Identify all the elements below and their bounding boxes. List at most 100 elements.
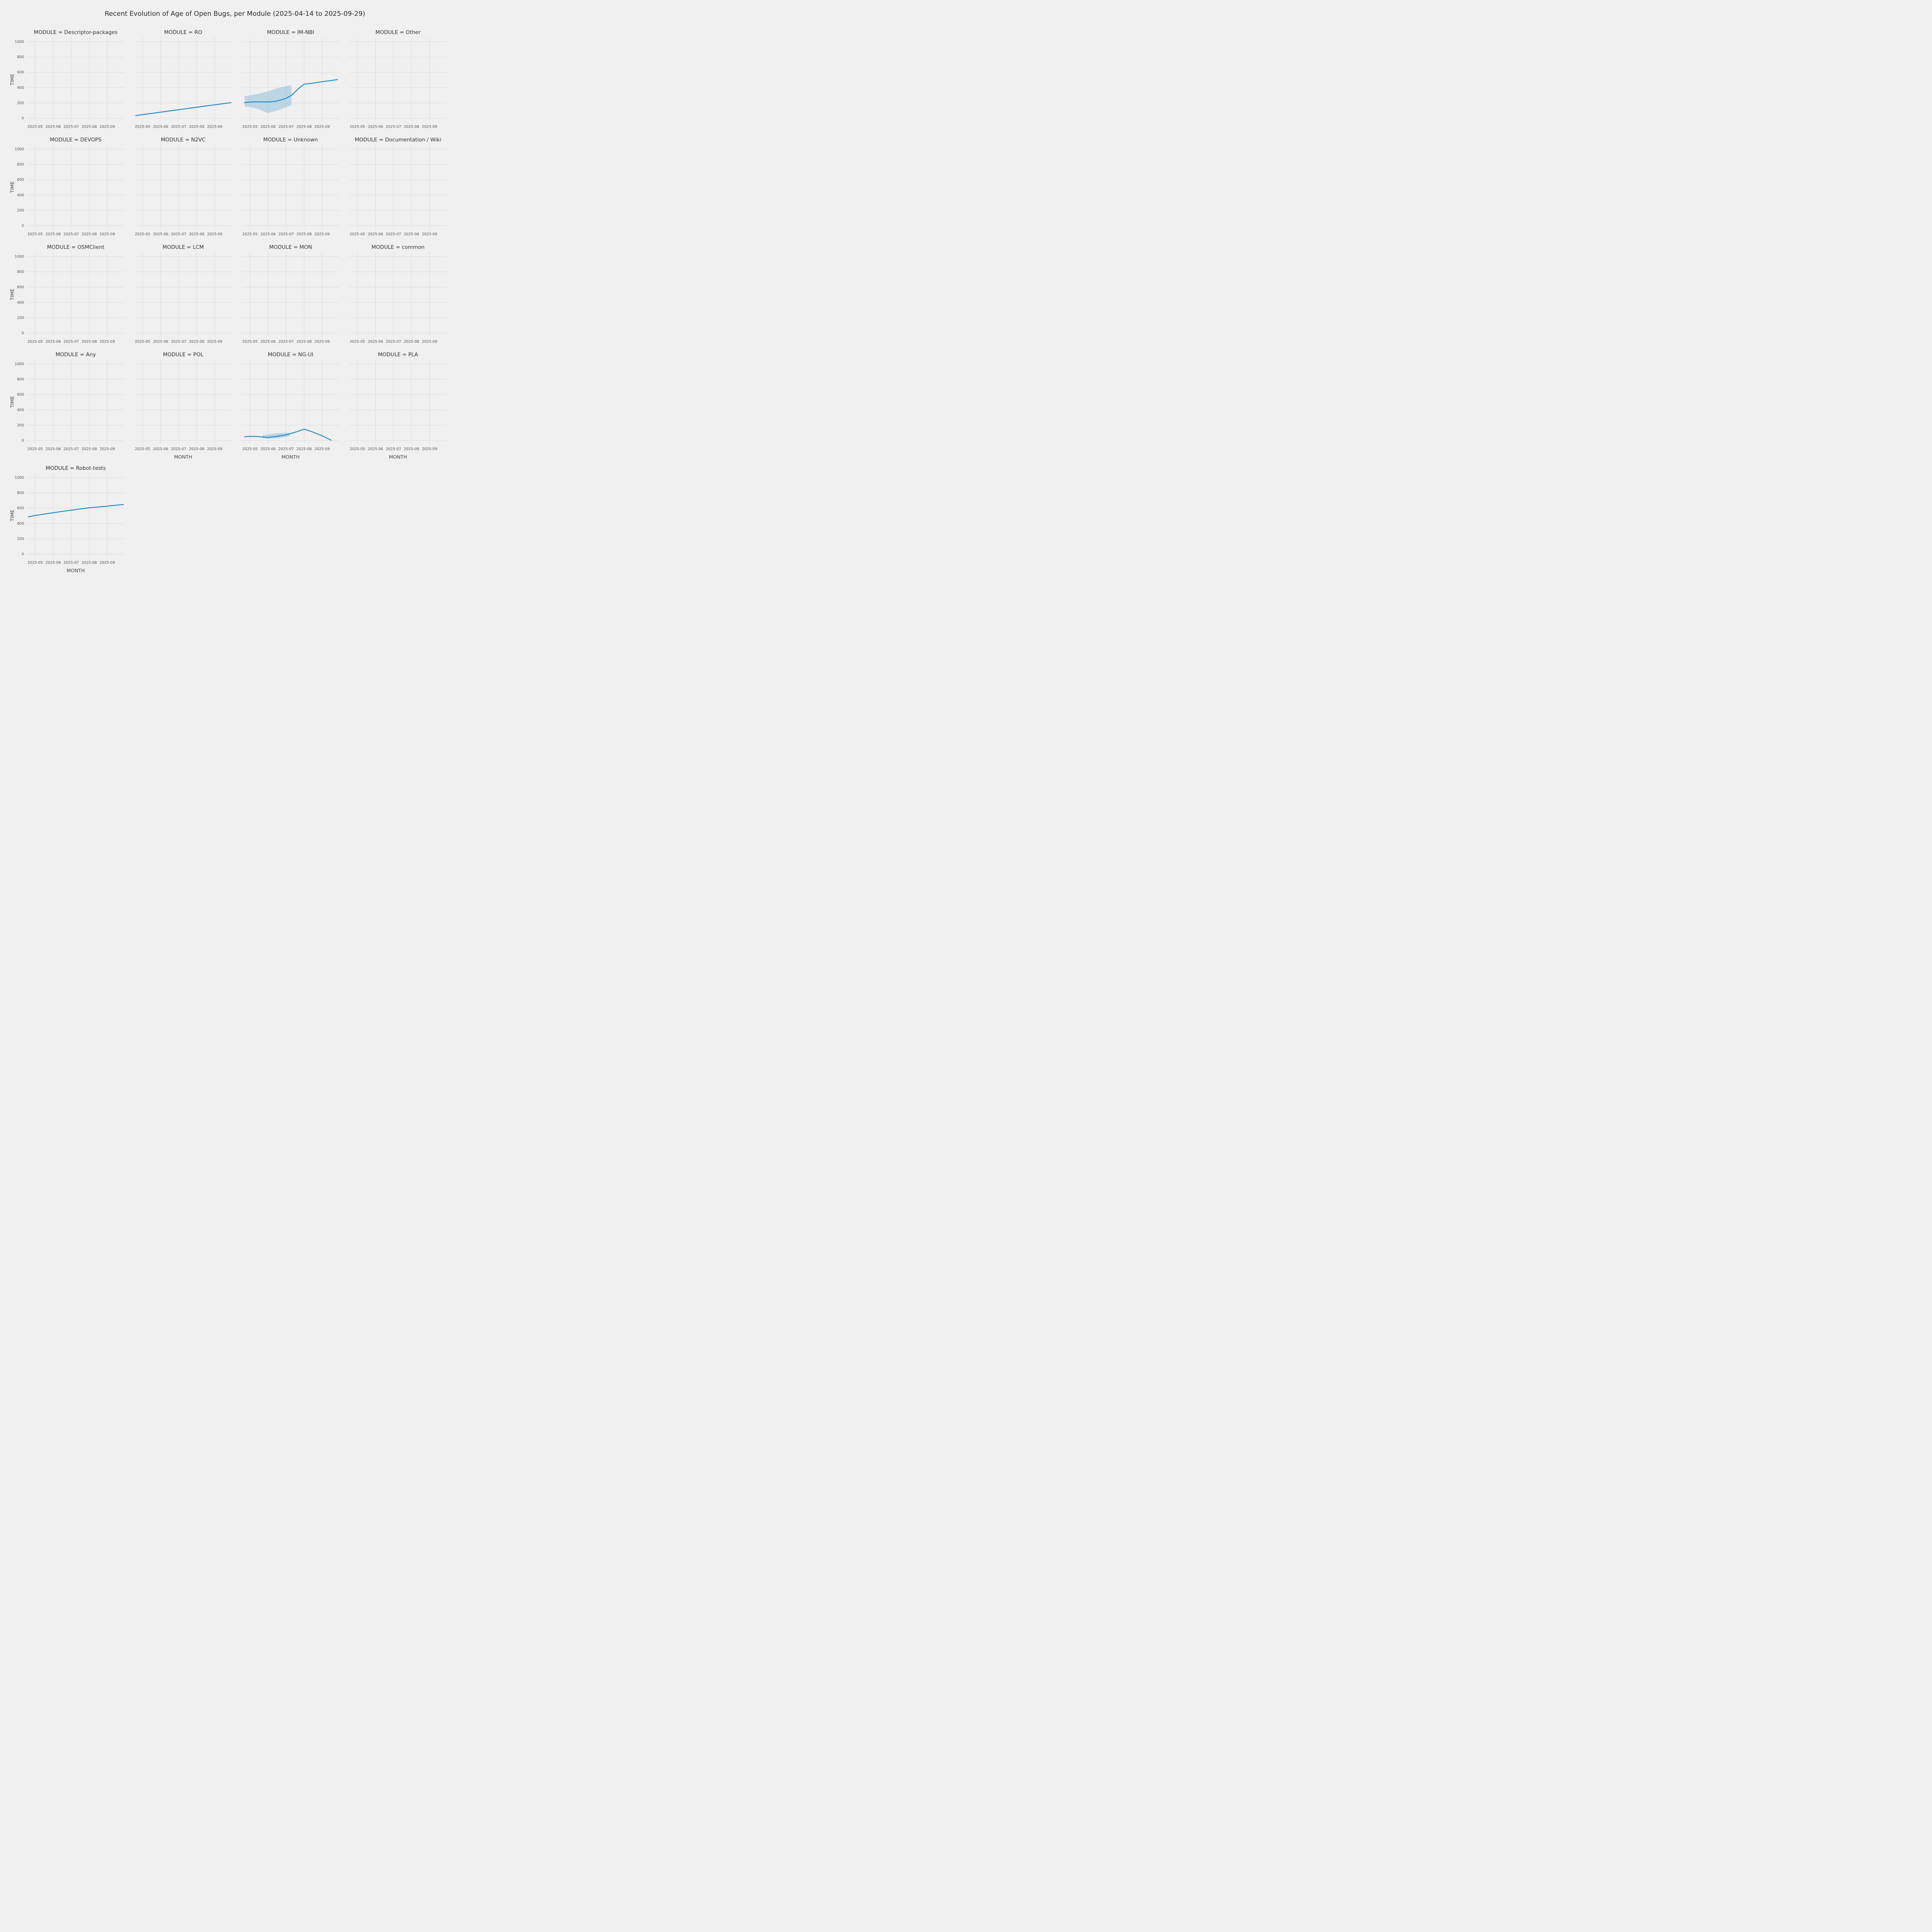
y-tick-label: 200 <box>17 537 24 541</box>
x-tick-label: 2025-07 <box>386 125 401 129</box>
x-tick-label: 2025-09 <box>100 340 115 344</box>
x-tick-label: 2025-08 <box>404 340 419 344</box>
x-tick-label: 2025-05 <box>350 340 365 344</box>
facet-panel: MODULE = Any 2025-05 2025-06 2025-07 2025-08… <box>9 352 124 454</box>
x-axis-label: MONTH <box>389 454 407 460</box>
x-tick-label: 2025-06 <box>46 125 61 129</box>
facet-plot: 2025-05 2025-06 2025-07 2025-08 2025-09 0 200 4… <box>9 145 124 236</box>
facet-panel: MODULE = Unknown 2025-05 2025-06 2025-07 202… <box>242 137 339 239</box>
x-tick-label: 2025-09 <box>315 125 330 129</box>
x-tick-label: 2025-06 <box>46 561 61 565</box>
y-tick-label: 600 <box>17 393 24 397</box>
x-tick-label: 2025-06 <box>153 340 168 344</box>
x-tick-label: 2025-06 <box>153 125 168 129</box>
y-tick-label: 800 <box>17 55 24 60</box>
facet-title: MODULE = IM-NBI <box>267 29 315 36</box>
trend-line <box>244 79 338 103</box>
x-tick-label: 2025-09 <box>100 232 115 236</box>
x-tick-label: 2025-08 <box>82 447 97 451</box>
facet-plot: 2025-05 2025-06 2025-07 2025-08 2025-09 <box>134 252 232 344</box>
y-tick-label: 1000 <box>15 40 24 44</box>
facet-title: MODULE = NG-UI <box>268 352 313 358</box>
y-tick-label: 0 <box>22 116 24 121</box>
y-tick-label: 0 <box>22 224 24 228</box>
x-tick-label: 2025-05 <box>27 340 43 344</box>
facet-plot: 2025-05 2025-06 2025-07 2025-08 2025-09 <box>134 145 232 236</box>
facet-panel: MODULE = NG-UI 2025-05 2025-06 2025-07 2025-… <box>242 352 339 460</box>
x-axis-label: MONTH <box>281 454 300 460</box>
y-tick-label: 400 <box>17 408 24 412</box>
x-tick-label: 2025-09 <box>422 232 437 236</box>
facet-title: MODULE = Any <box>55 352 96 358</box>
facet-title: MODULE = MON <box>269 244 312 250</box>
facet-plot: 2025-05 2025-06 2025-07 2025-08 2025-09 <box>349 252 447 344</box>
x-tick-label: 2025-07 <box>63 232 79 236</box>
y-tick-label: 800 <box>17 163 24 167</box>
facet-plot: 2025-05 2025-06 2025-07 2025-08 2025-09 0 200 4… <box>9 252 124 344</box>
y-tick-label: 600 <box>17 70 24 75</box>
x-tick-label: 2025-07 <box>171 447 186 451</box>
facet-plot: 2025-05 2025-06 2025-07 2025-08 2025-09 <box>134 359 232 451</box>
y-axis-label: TIME <box>9 396 15 408</box>
facet-plot: 2025-05 2025-06 2025-07 2025-08 2025-09 <box>242 145 339 236</box>
confidence-band <box>245 85 292 113</box>
y-tick-label: 0 <box>22 331 24 335</box>
y-tick-label: 1000 <box>15 476 24 480</box>
y-tick-label: 400 <box>17 193 24 197</box>
x-tick-label: 2025-08 <box>82 340 97 344</box>
x-tick-label: 2025-08 <box>189 232 204 236</box>
facet-title: MODULE = Descriptor-packages <box>34 29 118 36</box>
facet-title: MODULE = common <box>371 244 425 250</box>
y-tick-label: 0 <box>22 552 24 556</box>
y-tick-label: 800 <box>17 491 24 495</box>
facet-plot: 2025-05 2025-06 2025-07 2025-08 2025-09 0 200 4… <box>9 359 124 451</box>
facet-title: MODULE = DEVOPS <box>50 137 102 143</box>
x-tick-label: 2025-06 <box>153 232 168 236</box>
x-tick-label: 2025-09 <box>207 232 223 236</box>
facet-title: MODULE = Other <box>375 29 421 36</box>
facet-title: MODULE = PLA <box>378 352 418 358</box>
facet-title: MODULE = OSMClient <box>47 244 105 250</box>
facet-plot: 2025-05 2025-06 2025-07 2025-08 2025-09 <box>349 359 447 451</box>
y-tick-label: 1000 <box>15 255 24 259</box>
y-tick-label: 800 <box>17 270 24 274</box>
x-tick-label: 2025-07 <box>278 340 294 344</box>
x-tick-label: 2025-09 <box>315 447 330 451</box>
x-tick-label: 2025-05 <box>27 232 43 236</box>
facet-panel: MODULE = RO 2025-05 2025-06 2025-07 2025-08 2… <box>134 29 232 131</box>
y-axis-label: TIME <box>9 181 15 193</box>
x-tick-label: 2025-05 <box>27 561 43 565</box>
x-tick-label: 2025-07 <box>386 447 401 451</box>
facet-plot: 2025-05 2025-06 2025-07 2025-08 2025-09 <box>349 37 447 129</box>
x-tick-label: 2025-05 <box>350 232 365 236</box>
x-tick-label: 2025-06 <box>260 340 276 344</box>
x-tick-label: 2025-09 <box>315 340 330 344</box>
facet-panel: MODULE = POL 2025-05 2025-06 2025-07 2025-08… <box>134 352 232 460</box>
facet-panel: MODULE = Descriptor-packages 2025-05 2025-… <box>9 29 124 131</box>
x-tick-label: 2025-08 <box>404 125 419 129</box>
x-tick-label: 2025-08 <box>82 125 97 129</box>
x-tick-label: 2025-08 <box>189 125 204 129</box>
x-tick-label: 2025-05 <box>135 447 150 451</box>
x-tick-label: 2025-05 <box>27 125 43 129</box>
facet-title: MODULE = Documentation / Wiki <box>354 137 442 143</box>
y-tick-label: 200 <box>17 423 24 427</box>
x-tick-label: 2025-08 <box>404 447 419 451</box>
x-tick-label: 2025-09 <box>207 340 223 344</box>
x-tick-label: 2025-08 <box>296 447 312 451</box>
x-tick-label: 2025-07 <box>278 232 294 236</box>
x-axis-label: MONTH <box>66 568 85 573</box>
y-tick-label: 400 <box>17 86 24 90</box>
x-tick-label: 2025-08 <box>296 340 312 344</box>
x-tick-label: 2025-05 <box>135 340 150 344</box>
facet-panel: MODULE = MON 2025-05 2025-06 2025-07 2025-08… <box>242 244 339 346</box>
facet-panel: MODULE = LCM 2025-05 2025-06 2025-07 2025-08… <box>134 244 232 346</box>
x-tick-label: 2025-09 <box>100 561 115 565</box>
x-tick-label: 2025-09 <box>422 125 437 129</box>
facet-panel: MODULE = Other 2025-05 2025-06 2025-07 2025-… <box>349 29 447 131</box>
facet-plot: 2025-05 2025-06 2025-07 2025-08 2025-09 <box>242 359 339 451</box>
x-tick-label: 2025-06 <box>260 232 276 236</box>
chart-title: Recent Evolution of Age of Open Bugs, pe… <box>105 10 365 18</box>
x-tick-label: 2025-07 <box>63 340 79 344</box>
x-tick-label: 2025-07 <box>63 125 79 129</box>
